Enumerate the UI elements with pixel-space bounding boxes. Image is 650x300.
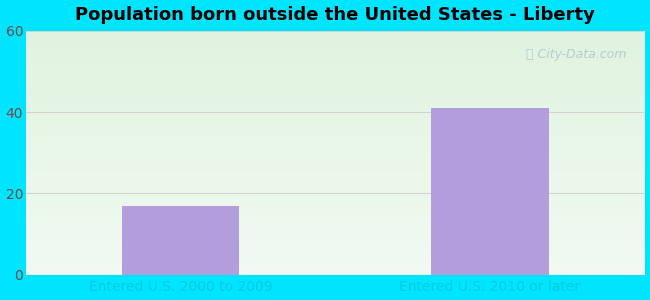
Title: Population born outside the United States - Liberty: Population born outside the United State…: [75, 6, 595, 24]
Bar: [431, 108, 549, 275]
Bar: [122, 206, 239, 275]
Text: ⓘ City-Data.com: ⓘ City-Data.com: [525, 48, 626, 61]
